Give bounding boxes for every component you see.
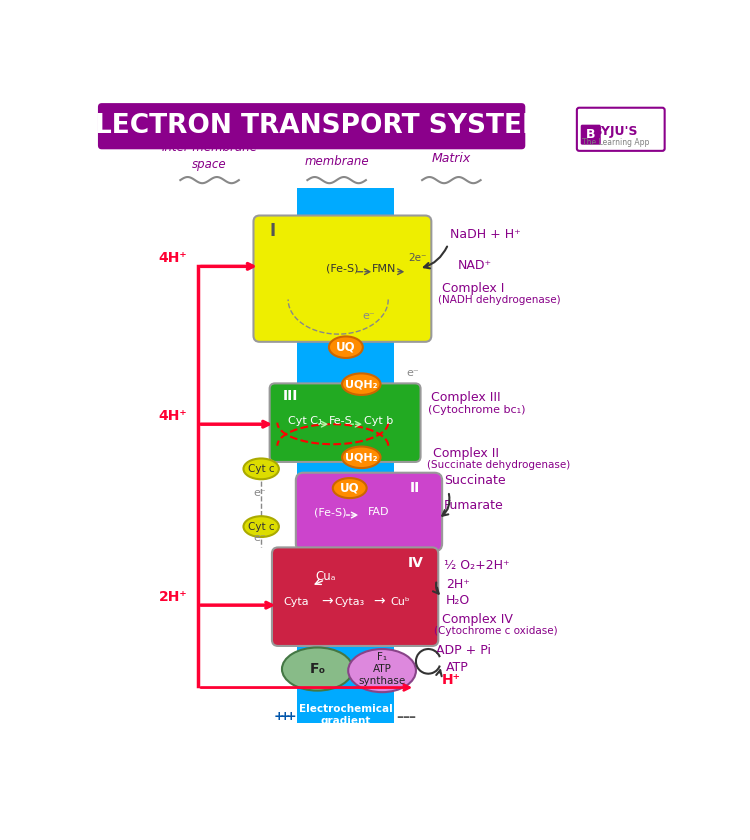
Text: Complex II: Complex II [433, 448, 499, 460]
Text: –: – [409, 710, 416, 724]
Text: BYJU'S: BYJU'S [592, 125, 638, 138]
Text: Cyt c: Cyt c [248, 464, 274, 474]
Text: ½ O₂+2H⁺: ½ O₂+2H⁺ [444, 559, 509, 572]
Text: II: II [410, 481, 420, 495]
Ellipse shape [348, 649, 416, 692]
Text: Complex III: Complex III [430, 391, 500, 404]
FancyBboxPatch shape [580, 124, 601, 144]
Text: IV: IV [407, 556, 423, 570]
Text: Inter-membrane
space: Inter-membrane space [161, 141, 257, 171]
FancyBboxPatch shape [577, 108, 664, 151]
Text: III: III [283, 389, 298, 402]
Text: FAD: FAD [368, 507, 390, 517]
Ellipse shape [329, 336, 363, 358]
Text: The Learning App: The Learning App [582, 138, 649, 147]
Text: e⁻: e⁻ [363, 311, 376, 321]
Text: Inner-mitochondrial
membrane: Inner-mitochondrial membrane [279, 138, 394, 168]
Text: 4H⁺: 4H⁺ [159, 251, 188, 265]
Text: +: + [286, 711, 296, 723]
Text: →: → [374, 594, 385, 608]
Text: FMN: FMN [372, 264, 397, 274]
Text: e⁻: e⁻ [406, 369, 418, 379]
FancyBboxPatch shape [272, 548, 438, 646]
FancyBboxPatch shape [270, 383, 421, 462]
Text: NaDH + H⁺: NaDH + H⁺ [450, 228, 520, 241]
Text: 4H⁺: 4H⁺ [159, 409, 188, 423]
Ellipse shape [244, 459, 279, 480]
Text: (NADH dehydrogenase): (NADH dehydrogenase) [438, 296, 561, 305]
Text: e⁻: e⁻ [254, 533, 266, 543]
Text: I: I [270, 222, 276, 239]
Text: –: – [403, 710, 410, 724]
Ellipse shape [333, 478, 367, 498]
Text: F₁
ATP
synthase: F₁ ATP synthase [358, 652, 406, 686]
FancyBboxPatch shape [254, 216, 431, 342]
Text: H⁺: H⁺ [442, 674, 461, 687]
Text: Cyta₃: Cyta₃ [334, 597, 364, 607]
Text: Cyt c: Cyt c [248, 522, 274, 532]
Text: ELECTRON TRANSPORT SYSTEM: ELECTRON TRANSPORT SYSTEM [77, 113, 548, 139]
Text: (Fe-S): (Fe-S) [326, 264, 358, 274]
Text: (Cytochrome c oxidase): (Cytochrome c oxidase) [434, 627, 558, 637]
Text: ATP: ATP [446, 660, 469, 674]
Text: 2e⁻: 2e⁻ [408, 253, 427, 263]
Ellipse shape [342, 373, 380, 395]
Text: UQ: UQ [336, 341, 356, 354]
Text: Fumarate: Fumarate [444, 499, 503, 512]
Text: 2H⁺: 2H⁺ [159, 591, 188, 604]
Text: UQH₂: UQH₂ [345, 452, 377, 462]
FancyBboxPatch shape [296, 473, 442, 551]
Ellipse shape [244, 517, 279, 537]
Text: H₂O: H₂O [446, 594, 470, 606]
Text: Succinate: Succinate [444, 475, 506, 487]
Text: Matrix: Matrix [432, 152, 471, 165]
Text: Cuᵇ: Cuᵇ [390, 597, 410, 607]
Bar [297, 707, 394, 723]
Text: (Cytochrome bc₁): (Cytochrome bc₁) [428, 405, 526, 415]
Text: Fₒ: Fₒ [309, 662, 326, 676]
Text: –: – [396, 710, 404, 724]
Ellipse shape [342, 447, 380, 468]
Text: Complex IV: Complex IV [442, 613, 513, 626]
Text: Cyta: Cyta [283, 597, 309, 607]
Text: Cyt b: Cyt b [364, 416, 394, 426]
Text: (Fe-S): (Fe-S) [314, 507, 346, 517]
Text: B: B [586, 129, 596, 141]
Text: Cyt C₁: Cyt C₁ [288, 416, 322, 426]
Text: e⁻: e⁻ [254, 488, 266, 498]
Text: Fe-S: Fe-S [328, 416, 352, 426]
Text: +: + [274, 711, 284, 723]
Text: (Succinate dehydrogenase): (Succinate dehydrogenase) [427, 460, 570, 470]
Text: NAD⁺: NAD⁺ [458, 259, 492, 271]
Text: →: → [321, 594, 332, 608]
FancyBboxPatch shape [98, 103, 525, 150]
Text: 2H⁺: 2H⁺ [446, 578, 470, 591]
Text: UQ: UQ [340, 481, 359, 495]
Text: Cuₐ: Cuₐ [315, 570, 335, 583]
Ellipse shape [282, 648, 352, 690]
Bar [297, 188, 394, 723]
Text: +: + [280, 711, 290, 723]
Text: Complex I: Complex I [442, 281, 505, 295]
Text: Electrochemical
gradient: Electrochemical gradient [299, 704, 393, 727]
Text: ADP + Pi: ADP + Pi [436, 643, 491, 657]
Text: UQH₂: UQH₂ [345, 379, 377, 389]
